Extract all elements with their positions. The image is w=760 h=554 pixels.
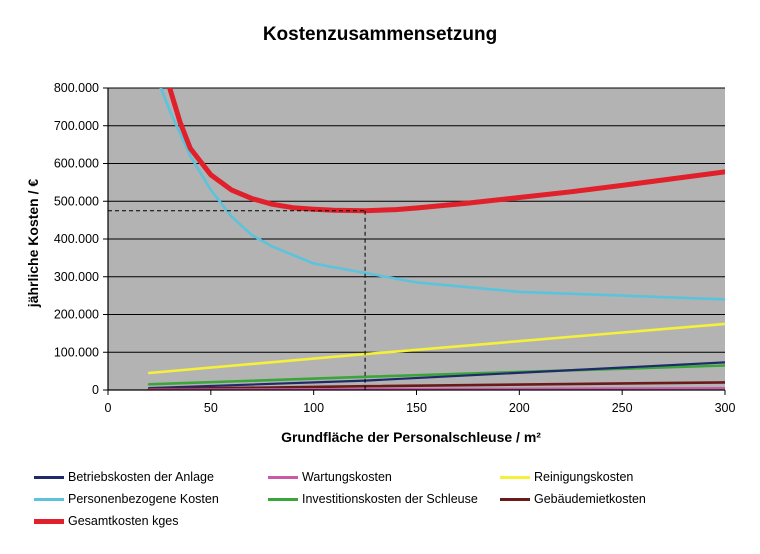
x-tick-label: 0 [105, 401, 112, 415]
series-line-6 [167, 88, 725, 214]
legend-swatch [268, 497, 298, 501]
x-tick-label: 150 [406, 401, 427, 415]
x-tick-label: 300 [715, 401, 736, 415]
legend-swatch [34, 497, 64, 501]
x-tick-label: 100 [303, 401, 324, 415]
y-axis-label: jährliche Kosten / € [25, 179, 41, 309]
y-tick-label: 500.000 [54, 194, 99, 208]
y-tick-label: 0 [92, 383, 99, 397]
chart: Kostenzusammensetzung 0 100.000 200.000 300… [25, 24, 736, 445]
y-tick-label: 200.000 [54, 308, 99, 322]
x-axis-label: Grundfläche der Personalschleuse / m² [281, 429, 541, 445]
x-tick-label: 250 [612, 401, 633, 415]
legend-item: Gesamtkosten kges [34, 514, 178, 528]
legend-label: Wartungskosten [302, 470, 392, 484]
legend-swatch [268, 475, 298, 479]
y-tick-label: 700.000 [54, 119, 99, 133]
legend-item: Personenbezogene Kosten [34, 492, 219, 506]
series-line-1 [148, 387, 725, 390]
legend-item: Investitionskosten der Schleuse [268, 492, 478, 506]
x-tick-label: 200 [509, 401, 530, 415]
legend-label: Betriebskosten der Anlage [68, 470, 214, 484]
legend-label: Gesamtkosten kges [68, 514, 179, 528]
legend-swatch [34, 518, 64, 524]
legend-swatch [500, 497, 530, 501]
legend-item: Gebäudemietkosten [500, 492, 646, 506]
y-tick-label: 800.000 [54, 81, 99, 95]
series-line-3 [159, 88, 725, 301]
plot-area: 0 100.000 200.000 300.000 400.000 500.000 600.… [54, 81, 736, 415]
y-tick-label: 100.000 [54, 345, 99, 359]
legend-label: Personenbezogene Kosten [68, 492, 219, 506]
chart-title: Kostenzusammensetzung [263, 24, 497, 45]
legend-item: Betriebskosten der Anlage [34, 470, 214, 484]
y-tick-label: 600.000 [54, 157, 99, 171]
y-tick-label: 300.000 [54, 270, 99, 284]
legend-label: Gebäudemietkosten [534, 492, 646, 506]
legend-label: Reinigungskosten [534, 470, 634, 484]
legend-swatch [34, 475, 64, 479]
y-tick-label: 400.000 [54, 232, 99, 246]
x-tick-label: 50 [204, 401, 218, 415]
legend-swatch [500, 475, 530, 479]
legend-item: Reinigungskosten [500, 470, 633, 484]
legend-item: Wartungskosten [268, 470, 392, 484]
legend: Betriebskosten der Anlage Wartungskosten R… [34, 470, 734, 540]
legend-label: Investitionskosten der Schleuse [302, 492, 478, 506]
